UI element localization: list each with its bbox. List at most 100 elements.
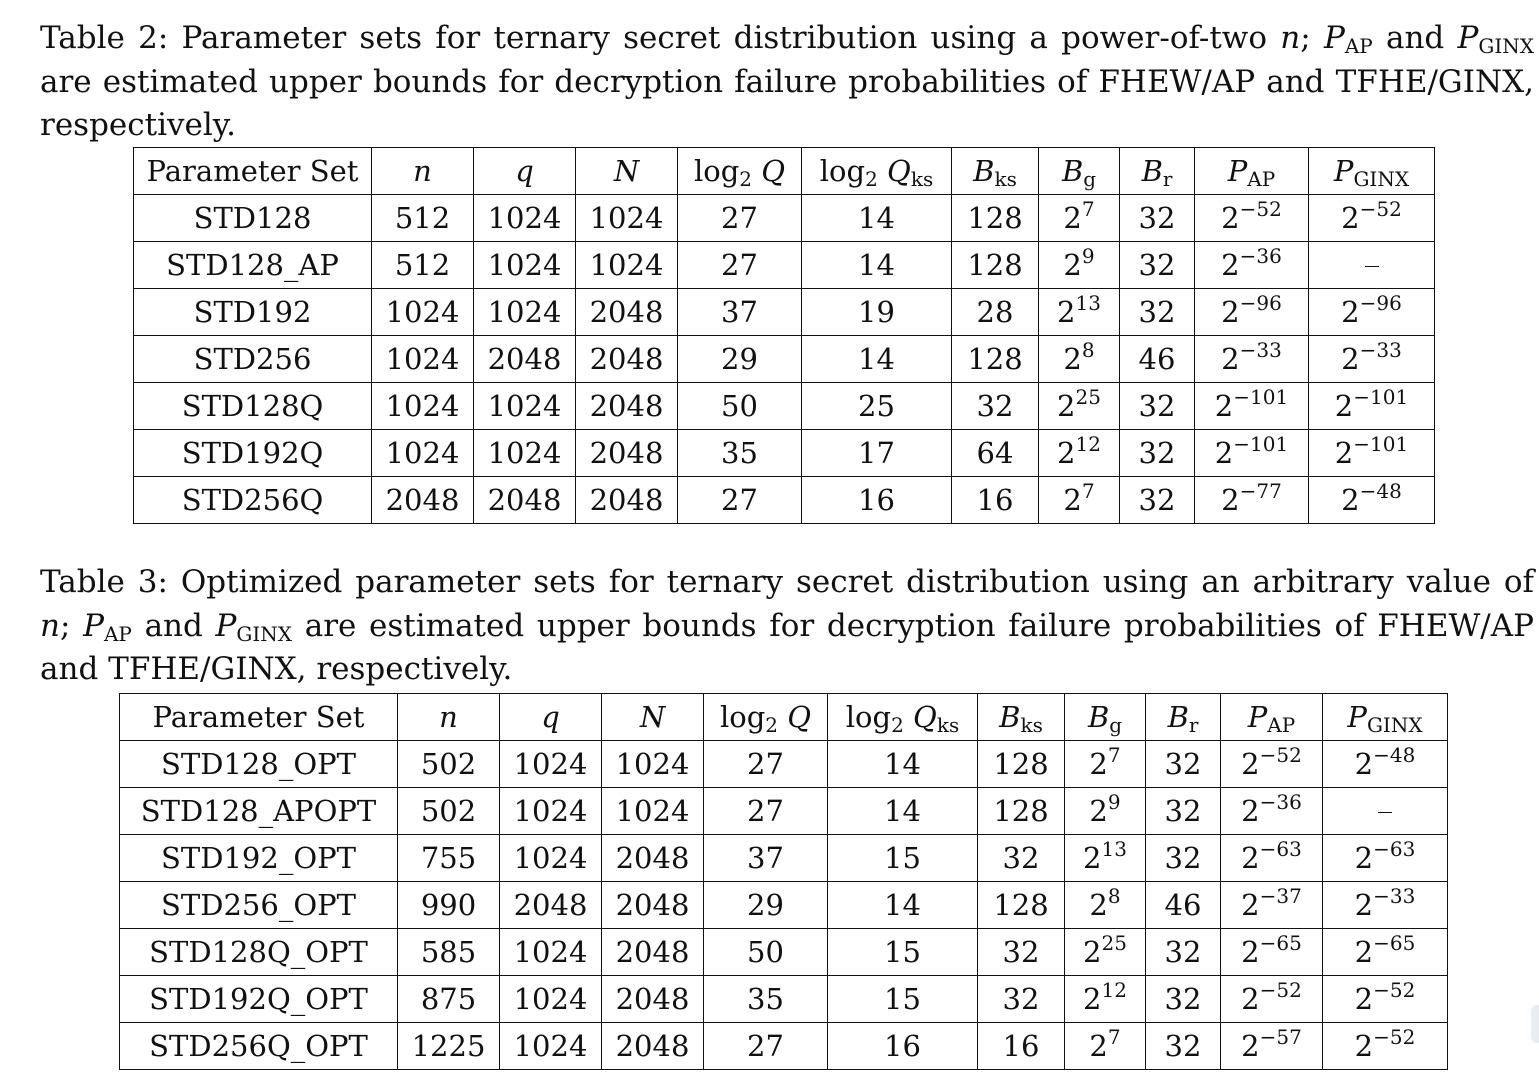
cell-parameter-set: STD256_OPT	[119, 881, 398, 929]
cell-Br: 32	[1145, 1022, 1221, 1070]
cell-log2-Qks: 16	[827, 1022, 978, 1070]
cell-n: 502	[397, 787, 500, 835]
caption-text-end: are estimated upper bounds for decryptio…	[40, 63, 1534, 144]
table-row: STD256_OPT 990 2048 2048 29 14 128 28 46 2−37 2−33	[119, 881, 1448, 929]
cell-N: 2048	[575, 429, 678, 477]
cell-Bks: 128	[951, 335, 1039, 383]
table-row: STD192 1024 1024 2048 37 19 28 213 32 2−96 2−96	[133, 288, 1435, 336]
cell-PGINX: 2−52	[1322, 975, 1448, 1023]
cell-PGINX: 2−101	[1308, 429, 1435, 477]
header-q: q	[473, 147, 576, 195]
cell-N: 2048	[575, 288, 678, 336]
cell-q: 1024	[473, 429, 576, 477]
cell-Bg: 212	[1064, 975, 1146, 1023]
cell-Bks: 32	[977, 975, 1065, 1023]
cell-log2-Q: 29	[677, 335, 802, 383]
cell-Br: 32	[1145, 740, 1221, 788]
cell-parameter-set: STD128_APOPT	[119, 787, 398, 835]
cell-log2-Qks: 14	[827, 881, 978, 929]
header-log2-Qks: log2 Qks	[827, 693, 978, 741]
header-log2-Q: log2 Q	[703, 693, 828, 741]
table-row: STD192Q 1024 1024 2048 35 17 64 212 32 2−101 2−101	[133, 429, 1435, 477]
cell-log2-Q: 35	[677, 429, 802, 477]
cell-log2-Qks: 25	[801, 382, 952, 430]
cell-Br: 32	[1119, 382, 1195, 430]
cell-Br: 32	[1145, 834, 1221, 882]
table-row: STD128_AP 512 1024 1024 27 14 128 29 32 2−36	[133, 241, 1435, 289]
cell-N: 2048	[575, 476, 678, 524]
caption-semicolon: ;	[1300, 20, 1311, 56]
table-header-row: Parameter Set n q N log2 Q log2 Qks Bks …	[133, 147, 1435, 195]
cell-PGINX	[1308, 241, 1435, 289]
cell-parameter-set: STD128	[133, 194, 372, 242]
cell-Bks: 32	[951, 382, 1039, 430]
table-row: STD128Q_OPT 585 1024 2048 50 15 32 225 32 2−65 2−6…	[119, 928, 1448, 976]
cell-log2-Qks: 17	[801, 429, 952, 477]
cell-PGINX	[1322, 787, 1448, 835]
cell-Bg: 29	[1038, 241, 1120, 289]
cell-q: 2048	[473, 335, 576, 383]
cell-q: 1024	[473, 382, 576, 430]
cell-PGINX: 2−48	[1308, 476, 1435, 524]
header-log2-Qks: log2 Qks	[801, 147, 952, 195]
cell-PAP: 2−57	[1220, 1022, 1323, 1070]
cell-n: 1024	[371, 429, 474, 477]
table-3: Parameter Set n q N log2 Q log2 Qks Bks …	[119, 693, 1448, 1070]
cell-parameter-set: STD192Q	[133, 429, 372, 477]
caption-var-n: n	[40, 607, 60, 644]
cell-Br: 32	[1145, 928, 1221, 976]
cell-Bg: 27	[1064, 1022, 1146, 1070]
cell-PAP: 2−36	[1194, 241, 1309, 289]
cell-log2-Qks: 14	[801, 241, 952, 289]
cell-Bks: 28	[951, 288, 1039, 336]
cell-log2-Q: 29	[703, 881, 828, 929]
cell-PGINX: 2−101	[1308, 382, 1435, 430]
header-Br: Br	[1119, 147, 1195, 195]
cell-PAP: 2−101	[1194, 382, 1309, 430]
cell-parameter-set: STD128_OPT	[119, 740, 398, 788]
table-row: STD128_OPT 502 1024 1024 27 14 128 27 32 2−52 2−48	[119, 740, 1448, 788]
cell-log2-Q: 27	[703, 740, 828, 788]
cell-Br: 32	[1119, 429, 1195, 477]
cell-log2-Q: 27	[677, 194, 802, 242]
cell-log2-Qks: 14	[801, 335, 952, 383]
cell-PAP: 2−63	[1220, 834, 1323, 882]
cell-N: 2048	[575, 335, 678, 383]
table-row: STD256 1024 2048 2048 29 14 128 28 46 2−33 2−33	[133, 335, 1435, 383]
header-N: N	[601, 693, 704, 741]
cell-PAP: 2−52	[1220, 740, 1323, 788]
cell-Br: 46	[1145, 881, 1221, 929]
cell-Bks: 64	[951, 429, 1039, 477]
cell-n: 502	[397, 740, 500, 788]
table-row: STD192_OPT 755 1024 2048 37 15 32 213 32 2−63 2−63	[119, 834, 1448, 882]
cell-N: 2048	[601, 881, 704, 929]
dash-empty	[1364, 266, 1379, 267]
cell-N: 1024	[601, 787, 704, 835]
cell-PAP: 2−101	[1194, 429, 1309, 477]
cell-Bks: 32	[977, 928, 1065, 976]
cell-N: 2048	[601, 834, 704, 882]
cell-n: 875	[397, 975, 500, 1023]
caption-text: Parameter sets for ternary secret distri…	[181, 20, 1267, 56]
cell-q: 1024	[499, 787, 602, 835]
cell-parameter-set: STD256Q_OPT	[119, 1022, 398, 1070]
header-PAP: PAP	[1220, 693, 1323, 741]
cell-Br: 32	[1119, 194, 1195, 242]
scrollbar-handle[interactable]	[1531, 1005, 1539, 1043]
cell-Bg: 225	[1064, 928, 1146, 976]
cell-PGINX: 2−33	[1322, 881, 1448, 929]
table-row: STD256Q_OPT 1225 1024 2048 27 16 16 27 32 2−57 2−5…	[119, 1022, 1448, 1070]
cell-parameter-set: STD192_OPT	[119, 834, 398, 882]
cell-q: 1024	[499, 1022, 602, 1070]
cell-log2-Qks: 16	[801, 476, 952, 524]
cell-log2-Qks: 19	[801, 288, 952, 336]
table-header-row: Parameter Set n q N log2 Q log2 Qks Bks …	[119, 693, 1448, 741]
header-log2-Q: log2 Q	[677, 147, 802, 195]
caption-label: Table 2:	[40, 20, 169, 56]
cell-q: 2048	[499, 881, 602, 929]
header-Br: Br	[1145, 693, 1221, 741]
cell-n: 512	[371, 194, 474, 242]
cell-PAP: 2−52	[1194, 194, 1309, 242]
caption-text-end: are estimated upper bounds for decryptio…	[40, 607, 1534, 688]
cell-Bks: 16	[977, 1022, 1065, 1070]
